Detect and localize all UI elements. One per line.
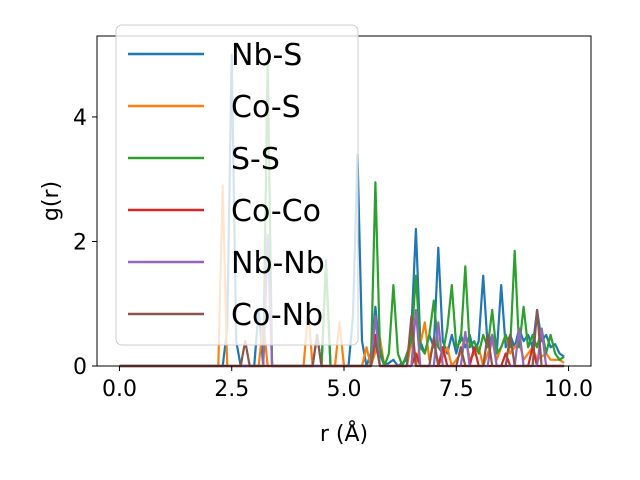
legend-label: Co-Nb [231, 298, 323, 333]
x-axis-label: r (Å) [320, 420, 368, 447]
legend-label: Nb-S [231, 38, 302, 73]
y-tick-label: 2 [73, 230, 87, 255]
legend: Nb-S Co-S S-S Co-Co Nb-Nb Co-Nb [115, 24, 359, 346]
legend-box [115, 24, 359, 346]
series-line-s-s [119, 59, 565, 368]
y-axis: 0 2 4 [73, 106, 97, 380]
x-tick-label: 10.0 [544, 377, 593, 402]
x-tick-label: 7.5 [439, 377, 474, 402]
y-tick-label: 4 [73, 106, 87, 131]
x-axis: 0.0 2.5 5.0 7.5 10.0 [102, 366, 593, 402]
legend-label: S-S [231, 142, 280, 177]
x-tick-label: 2.5 [214, 377, 249, 402]
y-tick-label: 0 [73, 355, 87, 380]
x-tick-label: 0.0 [102, 377, 137, 402]
legend-label: Co-Co [231, 194, 321, 229]
legend-label: Nb-Nb [231, 246, 325, 281]
x-tick-label: 5.0 [327, 377, 362, 402]
legend-label: Co-S [231, 90, 301, 125]
y-axis-label: g(r) [39, 181, 64, 221]
